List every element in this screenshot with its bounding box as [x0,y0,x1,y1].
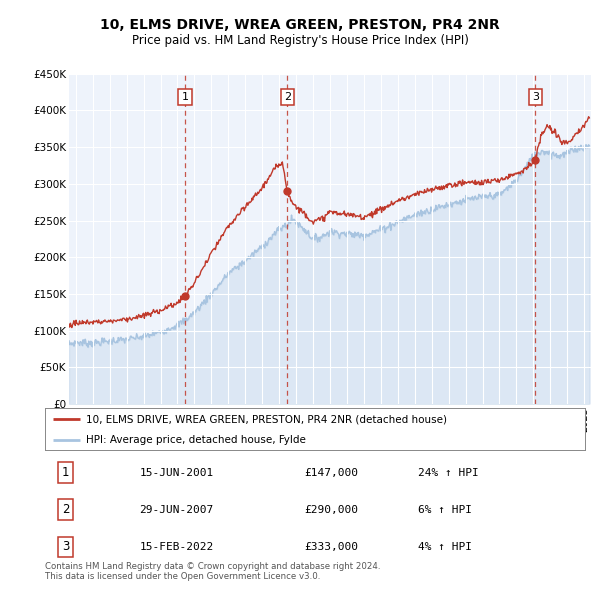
Text: Price paid vs. HM Land Registry's House Price Index (HPI): Price paid vs. HM Land Registry's House … [131,34,469,47]
Text: This data is licensed under the Open Government Licence v3.0.: This data is licensed under the Open Gov… [45,572,320,581]
Text: 2: 2 [62,503,69,516]
Text: £333,000: £333,000 [304,542,358,552]
Text: 15-FEB-2022: 15-FEB-2022 [139,542,214,552]
Text: 29-JUN-2007: 29-JUN-2007 [139,505,214,514]
Text: 15-JUN-2001: 15-JUN-2001 [139,468,214,477]
Text: Contains HM Land Registry data © Crown copyright and database right 2024.: Contains HM Land Registry data © Crown c… [45,562,380,571]
Text: 4% ↑ HPI: 4% ↑ HPI [418,542,472,552]
Text: 3: 3 [62,540,69,553]
Text: 1: 1 [182,92,188,102]
Text: £290,000: £290,000 [304,505,358,514]
Text: 10, ELMS DRIVE, WREA GREEN, PRESTON, PR4 2NR (detached house): 10, ELMS DRIVE, WREA GREEN, PRESTON, PR4… [86,414,446,424]
Text: 1: 1 [62,466,69,479]
Text: 3: 3 [532,92,539,102]
Text: 6% ↑ HPI: 6% ↑ HPI [418,505,472,514]
Text: 10, ELMS DRIVE, WREA GREEN, PRESTON, PR4 2NR: 10, ELMS DRIVE, WREA GREEN, PRESTON, PR4… [100,18,500,32]
Text: 24% ↑ HPI: 24% ↑ HPI [418,468,478,477]
Text: £147,000: £147,000 [304,468,358,477]
Text: HPI: Average price, detached house, Fylde: HPI: Average price, detached house, Fyld… [86,435,305,444]
Text: 2: 2 [284,92,291,102]
